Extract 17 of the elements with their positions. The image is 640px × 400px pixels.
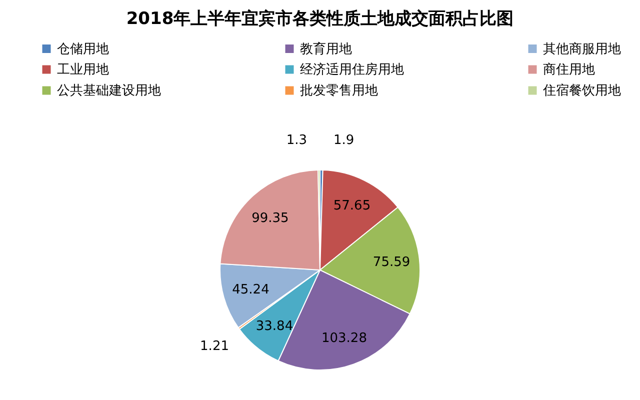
data-label: 1.9	[334, 133, 354, 148]
data-label: 57.65	[333, 198, 371, 214]
legend-label: 批发零售用地	[300, 84, 378, 98]
legend-label: 商住用地	[543, 62, 595, 78]
legend-label: 经济适用住房用地	[300, 62, 404, 78]
legend-label: 教育用地	[300, 40, 352, 57]
legend-label: 仓储用地	[57, 42, 109, 57]
legend-label: 住宿餐饮用地	[542, 82, 621, 98]
data-label: 99.35	[252, 211, 289, 226]
data-label: 1.3	[286, 133, 308, 148]
chart-title: 2018年上半年宜宾市各类性质土地成交面积占比图	[126, 9, 514, 29]
data-label: 75.59	[372, 254, 410, 270]
legend-label: 工业用地	[57, 62, 109, 78]
legend-label: 其他商服用地	[543, 42, 621, 57]
data-label: 1.21	[200, 338, 229, 354]
legend-label: 公共基础建设用地	[57, 84, 161, 98]
data-label: 103.28	[321, 330, 367, 346]
